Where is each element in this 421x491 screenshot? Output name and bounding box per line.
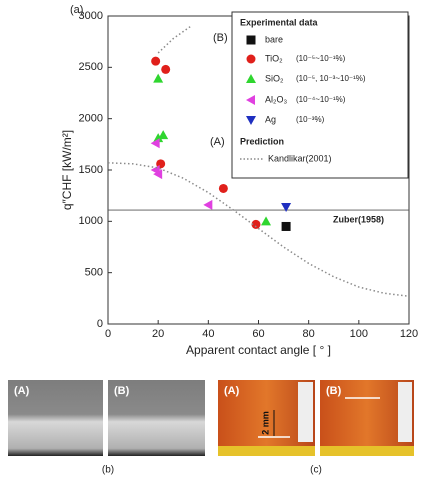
data-point xyxy=(153,73,164,83)
panel-label: (c) xyxy=(310,465,322,476)
x-tick-label: 40 xyxy=(202,328,214,340)
image-label: (B) xyxy=(114,385,130,397)
data-point xyxy=(151,56,161,66)
data-point xyxy=(203,199,213,210)
image-label: (A) xyxy=(224,385,240,397)
legend-section: Prediction xyxy=(240,136,284,146)
legend-label: TiO₂ xyxy=(265,53,283,63)
data-point xyxy=(158,130,169,140)
legend-marker xyxy=(246,116,256,125)
y-tick-label: 0 xyxy=(97,318,103,330)
y-tick-label: 3000 xyxy=(79,10,103,22)
y-axis-label: q″CHF [kW/m²] xyxy=(60,130,74,210)
substrate xyxy=(218,446,315,456)
legend-label: Kandlikar(2001) xyxy=(268,153,332,163)
x-tick-label: 60 xyxy=(252,328,264,340)
legend-marker xyxy=(246,54,256,64)
image-label: (B) xyxy=(326,385,342,397)
data-point xyxy=(281,221,291,231)
x-tick-label: 120 xyxy=(400,328,418,340)
legend-detail: (10⁻⁵~10⁻¹%) xyxy=(296,54,346,63)
sem-image xyxy=(8,380,103,456)
x-tick-label: 20 xyxy=(152,328,164,340)
data-point xyxy=(218,183,228,193)
scale-label: 2 mm xyxy=(260,411,270,435)
y-tick-label: 1000 xyxy=(79,215,103,227)
annotation: (a) xyxy=(70,4,83,16)
legend-marker xyxy=(246,35,256,45)
y-tick-label: 2000 xyxy=(79,113,103,125)
legend-title: Experimental data xyxy=(240,17,319,27)
data-point xyxy=(153,169,163,180)
y-tick-label: 500 xyxy=(85,267,103,279)
data-point xyxy=(251,219,261,229)
legend-label: Al₂O₃ xyxy=(265,94,287,104)
ruler xyxy=(298,382,313,442)
y-tick-label: 1500 xyxy=(79,164,103,176)
y-tick-label: 2500 xyxy=(79,61,103,73)
data-point xyxy=(281,202,292,212)
data-point xyxy=(153,133,164,143)
data-point xyxy=(261,216,272,226)
ruler xyxy=(398,382,412,442)
legend-label: Ag xyxy=(265,114,276,124)
legend-detail: (10⁻³%) xyxy=(296,115,325,124)
panel-label: (b) xyxy=(102,465,114,476)
legend-label: SiO₂ xyxy=(265,73,284,83)
legend-marker xyxy=(246,95,255,105)
annotation: (B) xyxy=(213,32,228,44)
legend-marker xyxy=(246,74,256,83)
substrate xyxy=(320,446,414,456)
sem-image xyxy=(108,380,205,456)
x-axis-label: Apparent contact angle [ ° ] xyxy=(186,343,331,357)
legend-detail: (10⁻⁵, 10⁻³~10⁻¹%) xyxy=(296,74,366,83)
image-label: (A) xyxy=(14,385,30,397)
legend-label: bare xyxy=(265,34,283,44)
data-point xyxy=(161,64,171,74)
legend-detail: (10⁻⁴~10⁻¹%) xyxy=(296,95,346,104)
legend-box xyxy=(231,11,409,179)
x-tick-label: 100 xyxy=(350,328,368,340)
prediction-curve xyxy=(107,25,410,298)
data-point xyxy=(150,138,160,149)
reference-label: Zuber(1958) xyxy=(333,214,384,224)
annotation: (A) xyxy=(210,136,225,148)
x-tick-label: 0 xyxy=(105,328,111,340)
x-tick-label: 80 xyxy=(303,328,315,340)
